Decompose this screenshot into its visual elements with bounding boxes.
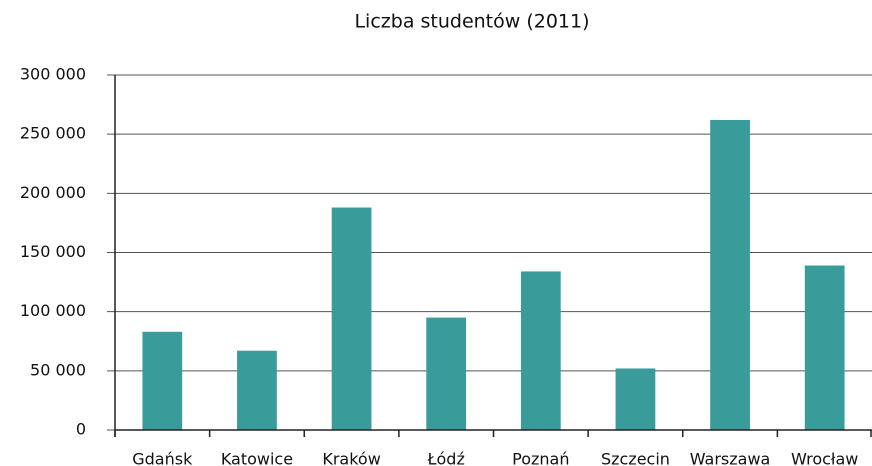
x-tick-label: Kraków [322, 450, 380, 466]
chart-title: Liczba studentów (2011) [354, 11, 589, 33]
y-tick-label: 250 000 [20, 124, 86, 143]
y-tick-label: 300 000 [20, 65, 86, 84]
x-tick-label: Katowice [221, 450, 293, 466]
bar [520, 271, 561, 430]
x-tick-label: Szczecin [601, 450, 670, 466]
bar [331, 207, 372, 430]
x-tick-label: Gdańsk [132, 450, 193, 466]
y-tick-label: 50 000 [30, 360, 86, 379]
y-tick-label: 150 000 [20, 242, 86, 261]
y-tick-label: 0 [76, 420, 86, 439]
bar [804, 265, 845, 430]
x-tick-label: Warszawa [690, 450, 771, 466]
bar [142, 331, 183, 430]
y-tick-label: 100 000 [20, 301, 86, 320]
y-tick-label: 200 000 [20, 183, 86, 202]
x-tick-label: Poznań [512, 450, 569, 466]
bar [615, 368, 656, 430]
bar [237, 350, 277, 430]
x-tick-label: Łódź [427, 450, 465, 466]
bar [710, 119, 750, 430]
bar [426, 317, 467, 430]
x-tick-label: Wrocław [791, 450, 858, 466]
